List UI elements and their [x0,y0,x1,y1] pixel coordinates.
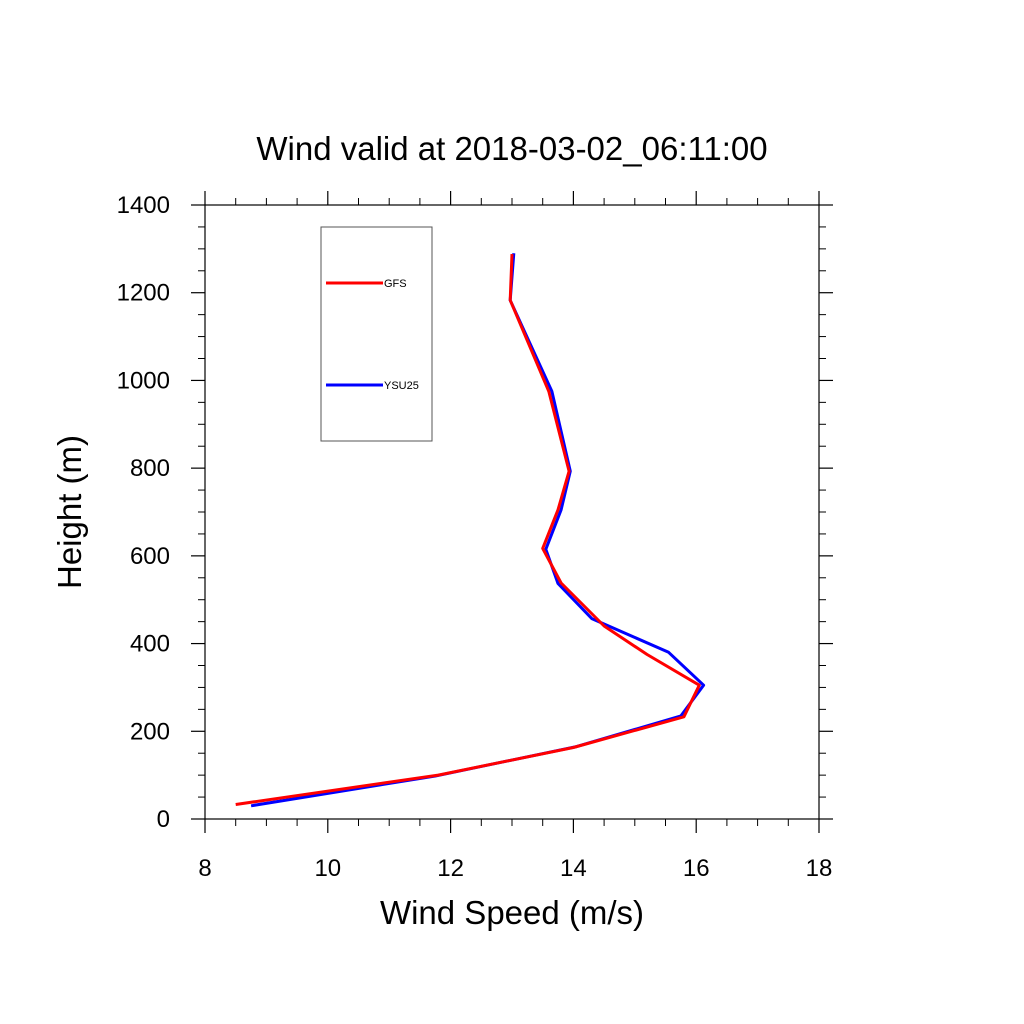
y-tick-label: 400 [130,631,170,658]
axis-tick-labels: 8 10 12 14 16 18 0 200 400 600 800 1000 1200 1400 [117,192,833,882]
x-axis-label: Wind Speed (m/s) [380,894,644,931]
x-tick-label: 8 [198,855,211,882]
x-tick-label: 12 [437,855,464,882]
series-line-gfs [235,254,701,806]
x-tick-label: 18 [806,855,833,882]
legend-box [320,226,433,442]
legend: GFS YSU25 [320,226,433,442]
y-tick-label: 1000 [117,367,170,394]
x-tick-label: 16 [683,855,710,882]
y-tick-label: 1400 [117,192,170,219]
x-tick-label: 10 [314,855,341,882]
legend-label-gfs: GFS [384,278,407,290]
axis-ticks [191,191,833,833]
y-tick-label: 0 [157,806,170,833]
y-tick-label: 1200 [117,280,170,307]
x-tick-label: 14 [560,855,587,882]
chart-title: Wind valid at 2018-03-02_06:11:00 [256,130,767,167]
series-lines [235,253,706,808]
y-tick-label: 600 [130,543,170,570]
series-line-ysu25 [250,253,706,808]
legend-label-ysu25: YSU25 [384,380,419,392]
plot-frame [204,204,820,820]
y-tick-label: 200 [130,718,170,745]
y-tick-label: 800 [130,455,170,482]
y-axis-label: Height (m) [51,435,88,589]
